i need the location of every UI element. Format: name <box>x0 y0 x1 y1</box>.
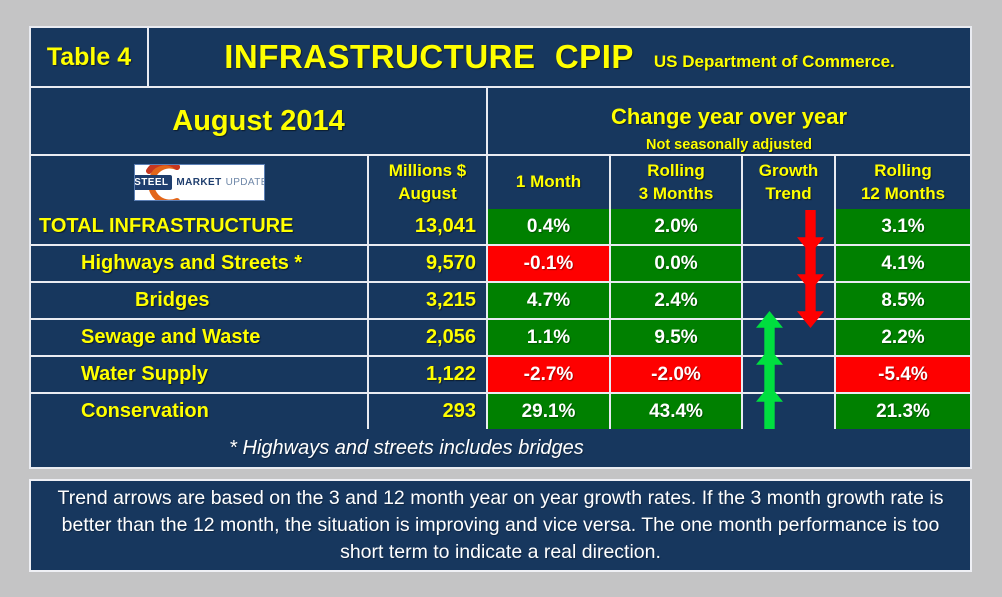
trend-arrow-icon <box>797 247 824 291</box>
table-row: Water Supply 1,122 -2.7% -2.0% -5.4% <box>31 348 970 392</box>
table-body: Table 4 INFRASTRUCTURE CPIP US Departmen… <box>29 26 972 469</box>
millions-value: 9,570 <box>369 246 486 281</box>
rolling-12-months-change-value: 21.3% <box>836 394 970 429</box>
table-row: Bridges 3,215 4.7% 2.4% 8.5% <box>31 283 970 328</box>
row-category-label: Bridges <box>31 283 367 318</box>
table-number-label: Table 4 <box>31 28 147 86</box>
trend-arrow-icon <box>797 210 824 254</box>
column-header-row: STEEL MARKET UPDATE Millions $ August 1 … <box>31 156 970 209</box>
column-header-1-month: 1 Month <box>488 156 609 209</box>
logo-update-text: UPDATE <box>225 177 265 188</box>
millions-value: 1,122 <box>369 357 486 392</box>
one-month-change-value: 1.1% <box>488 320 609 355</box>
logo-steel-text: STEEL <box>134 175 173 190</box>
change-header-cell: Change year over year Not seasonally adj… <box>488 88 970 154</box>
trend-explanation-note: Trend arrows are based on the 3 and 12 m… <box>29 479 972 572</box>
rolling-12-months-change-value: 8.5% <box>836 283 970 318</box>
rolling-3-months-change-value: 2.4% <box>611 283 741 318</box>
row-category-label: TOTAL INFRASTRUCTURE <box>31 209 367 244</box>
one-month-change-value: 29.1% <box>488 394 609 429</box>
title-cell: INFRASTRUCTURE CPIP US Department of Com… <box>149 28 970 86</box>
trend-arrow-icon <box>797 284 824 328</box>
rolling-3-months-change-value: 9.5% <box>611 320 741 355</box>
table-row: TOTAL INFRASTRUCTURE 13,041 0.4% 2.0% 3.… <box>31 209 970 254</box>
row-category-label: Conservation <box>31 394 367 429</box>
seasonal-adjustment-note: Not seasonally adjusted <box>646 137 812 153</box>
growth-trend-cell <box>743 385 834 429</box>
steel-market-update-logo: STEEL MARKET UPDATE <box>133 164 265 201</box>
millions-value: 13,041 <box>369 209 486 244</box>
rolling-3-months-change-value: 43.4% <box>611 394 741 429</box>
rolling-12-months-change-value: -5.4% <box>836 357 970 392</box>
growth-trend-cell <box>743 348 834 392</box>
change-header-title: Change year over year <box>610 104 848 129</box>
period-row: August 2014 Change year over year Not se… <box>31 88 970 154</box>
column-header-rolling-3-months: Rolling 3 Months <box>611 156 741 209</box>
trend-arrow-icon <box>756 311 783 355</box>
column-header-rolling-12-months: Rolling 12 Months <box>836 156 970 209</box>
logo-cell: STEEL MARKET UPDATE <box>31 156 367 209</box>
page-title: INFRASTRUCTURE CPIP <box>224 38 634 75</box>
growth-trend-cell <box>743 209 834 254</box>
footnote-row: * Highways and streets includes bridges <box>31 429 970 467</box>
millions-value: 293 <box>369 394 486 429</box>
data-rows: TOTAL INFRASTRUCTURE 13,041 0.4% 2.0% 3.… <box>31 209 970 429</box>
table-row: Highways and Streets * 9,570 -0.1% 0.0% … <box>31 246 970 291</box>
rolling-12-months-change-value: 4.1% <box>836 246 970 281</box>
row-category-label: Water Supply <box>31 357 367 392</box>
row-category-label: Highways and Streets * <box>31 246 367 281</box>
rolling-12-months-change-value: 2.2% <box>836 320 970 355</box>
title-source-label: US Department of Commerce. <box>653 52 895 71</box>
millions-value: 3,215 <box>369 283 486 318</box>
table-row: Conservation 293 29.1% 43.4% 21.3% <box>31 385 970 429</box>
period-label: August 2014 <box>31 88 486 154</box>
one-month-change-value: 0.4% <box>488 209 609 244</box>
title-row: Table 4 INFRASTRUCTURE CPIP US Departmen… <box>31 28 970 86</box>
one-month-change-value: -2.7% <box>488 357 609 392</box>
column-header-millions: Millions $ August <box>369 156 486 209</box>
row-category-label: Sewage and Waste <box>31 320 367 355</box>
trend-arrow-icon <box>756 348 783 392</box>
millions-value: 2,056 <box>369 320 486 355</box>
one-month-change-value: 4.7% <box>488 283 609 318</box>
footnote-text: * Highways and streets includes bridges <box>31 429 970 467</box>
trend-arrow-icon <box>756 385 783 429</box>
rolling-3-months-change-value: -2.0% <box>611 357 741 392</box>
one-month-change-value: -0.1% <box>488 246 609 281</box>
growth-trend-cell <box>743 311 834 355</box>
rolling-3-months-change-value: 2.0% <box>611 209 741 244</box>
column-header-growth-trend: Growth Trend <box>743 156 834 209</box>
logo-market-text: MARKET <box>176 177 222 188</box>
table-row: Sewage and Waste 2,056 1.1% 9.5% 2.2% <box>31 311 970 355</box>
rolling-3-months-change-value: 0.0% <box>611 246 741 281</box>
growth-trend-cell <box>743 283 834 328</box>
rolling-12-months-change-value: 3.1% <box>836 209 970 244</box>
growth-trend-cell <box>743 246 834 291</box>
